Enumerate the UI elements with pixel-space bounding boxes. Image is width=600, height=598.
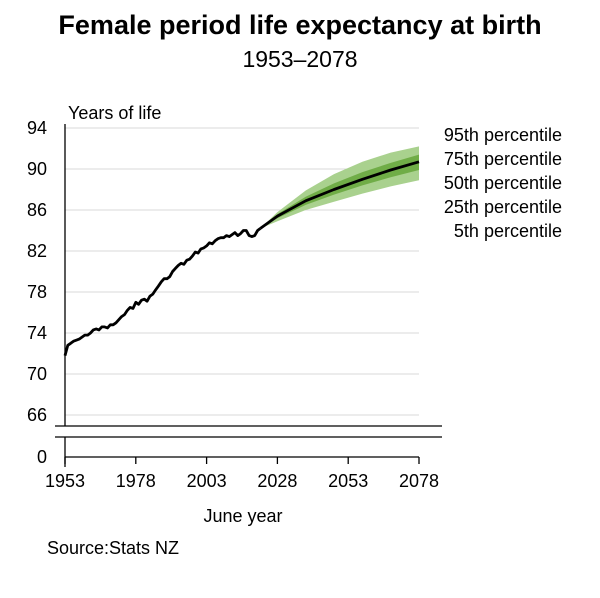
historic-line [63, 227, 262, 356]
x-tick-label: 2028 [257, 471, 297, 491]
x-tick-label: 2078 [399, 471, 439, 491]
y-tick-label: 66 [27, 405, 47, 425]
chart-subtitle: 1953–2078 [242, 46, 358, 72]
y-tick-label: 82 [27, 241, 47, 261]
x-tick-label: 2053 [328, 471, 368, 491]
legend-label: 50th percentile [444, 173, 562, 193]
source-note: Source:Stats NZ [47, 538, 180, 558]
y-tick-label: 78 [27, 282, 47, 302]
legend-label: 75th percentile [444, 149, 562, 169]
x-tick-label: 1978 [116, 471, 156, 491]
y-tick-label: 90 [27, 159, 47, 179]
legend-label: 5th percentile [454, 221, 562, 241]
y-tick-label: 86 [27, 200, 47, 220]
x-axis-label: June year [203, 506, 282, 526]
legend-label: 95th percentile [444, 125, 562, 145]
y-tick-label: 70 [27, 364, 47, 384]
median-projection-line [259, 160, 420, 230]
y-tick-label: 0 [37, 447, 47, 467]
x-tick-label: 1953 [45, 471, 85, 491]
gridlines [65, 127, 419, 416]
x-tick-label: 2003 [187, 471, 227, 491]
chart-title: Female period life expectancy at birth [58, 10, 542, 40]
y-tick-label: 94 [27, 118, 47, 138]
series-lines [63, 160, 420, 356]
y-tick-label: 74 [27, 323, 47, 343]
legend-label: 25th percentile [444, 197, 562, 217]
legend: 95th percentile 75th percentile 50th perce… [444, 125, 562, 241]
y-axis-label: Years of life [68, 103, 161, 123]
axes: 94 90 86 82 78 74 70 66 0 1953 1978 2003 2028 2053 207… [27, 118, 442, 491]
